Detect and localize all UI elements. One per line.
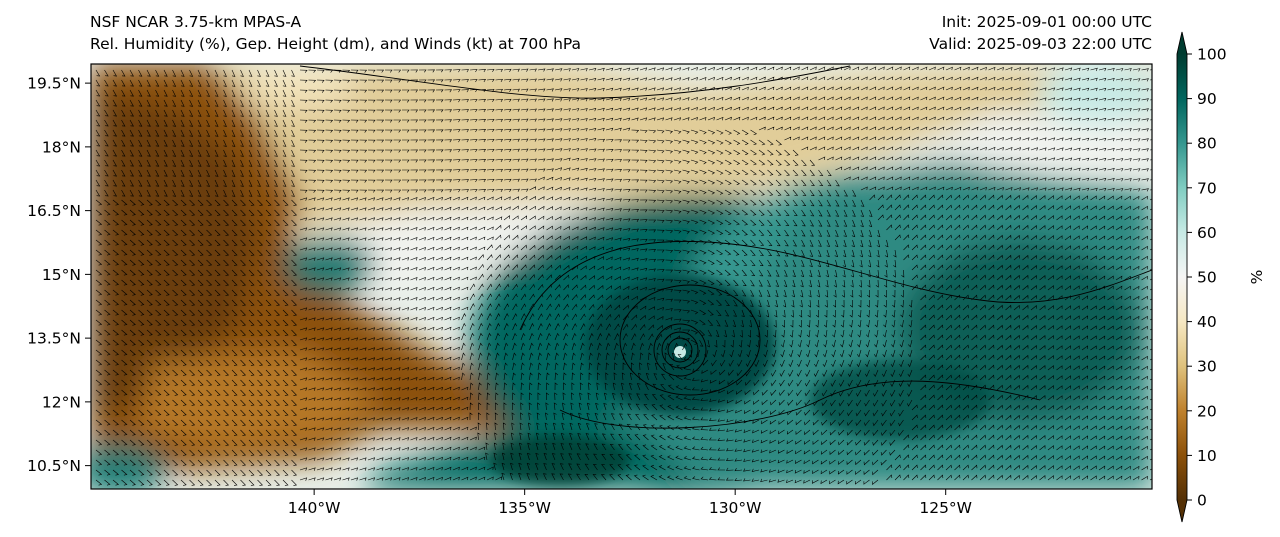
- longitude-axis: 140°W 135°W 130°W 125°W: [288, 489, 972, 517]
- colorbar-tick-label: 100: [1197, 46, 1227, 64]
- colorbar-tick-label: 0: [1197, 492, 1207, 510]
- colorbar-tick-label: 70: [1197, 179, 1217, 197]
- colorbar-tick-label: 30: [1197, 358, 1217, 376]
- lon-tick-label: 140°W: [288, 499, 341, 517]
- lat-tick-label: 19.5°N: [27, 75, 81, 93]
- lat-tick-label: 10.5°N: [27, 457, 81, 475]
- lat-tick-label: 12°N: [42, 393, 81, 411]
- map-frame: [90, 63, 1153, 490]
- humidity-field: [91, 64, 1152, 489]
- colorbar-tick-label: 40: [1197, 313, 1217, 331]
- colorbar: 0 10 20 30 40 50 60 70 80 90 100 %: [1176, 31, 1266, 523]
- latitude-axis: 19.5°N 18°N 16.5°N 15°N 13.5°N 12°N 10.5°N: [27, 75, 91, 475]
- lat-tick-label: 18°N: [42, 138, 81, 156]
- lon-tick-label: 130°W: [709, 499, 762, 517]
- colorbar-tick-label: 80: [1197, 135, 1217, 153]
- colorbar-label: %: [1248, 270, 1266, 285]
- wind-barbs: [95, 66, 1152, 486]
- lat-tick-label: 13.5°N: [27, 330, 81, 348]
- wind-barb-field: [95, 66, 1152, 486]
- model-title: NSF NCAR 3.75-km MPAS-A: [90, 13, 302, 31]
- field-title: Rel. Humidity (%), Gep. Height (dm), and…: [90, 35, 582, 53]
- colorbar-min-extension: [1177, 500, 1187, 522]
- colorbar-tick-label: 90: [1197, 90, 1217, 108]
- lat-tick-label: 16.5°N: [27, 202, 81, 220]
- lon-tick-label: 125°W: [919, 499, 972, 517]
- colorbar-tick-label: 50: [1197, 269, 1217, 287]
- colorbar-tick-label: 60: [1197, 224, 1217, 242]
- init-time: Init: 2025-09-01 00:00 UTC: [941, 13, 1152, 31]
- lat-tick-label: 15°N: [42, 266, 81, 284]
- colorbar-tick-label: 20: [1197, 402, 1217, 420]
- colorbar-max-extension: [1177, 32, 1187, 54]
- valid-time: Valid: 2025-09-03 22:00 UTC: [929, 35, 1152, 53]
- lon-tick-label: 135°W: [498, 499, 551, 517]
- colorbar-tick-label: 10: [1197, 447, 1217, 465]
- colorbar-gradient: [1177, 54, 1187, 500]
